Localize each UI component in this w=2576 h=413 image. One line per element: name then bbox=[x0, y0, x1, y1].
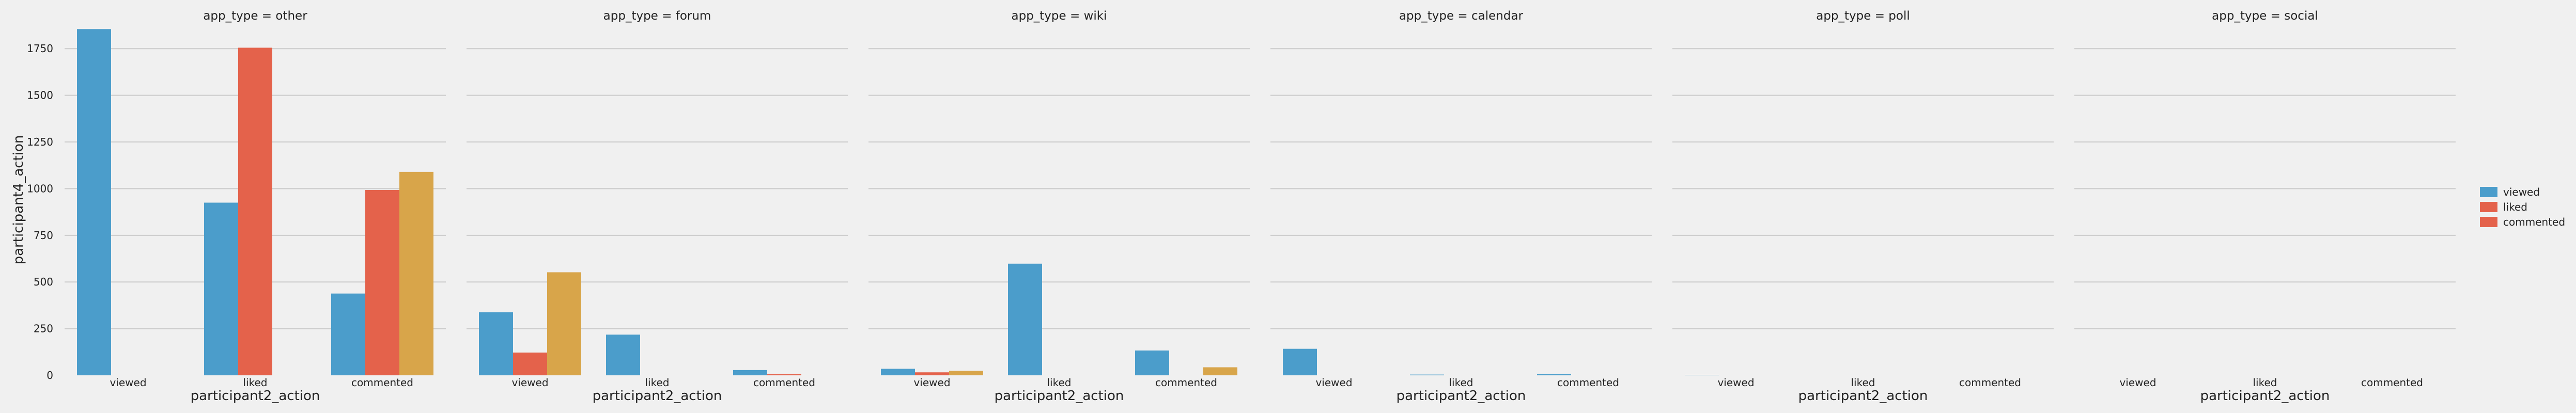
x-tick-label: liked bbox=[243, 376, 268, 389]
x-tick-label: commented bbox=[1959, 376, 2021, 389]
bar-commented-viewed bbox=[949, 371, 983, 375]
facet-panel: app_type = other viewed liked commented part… bbox=[27, 9, 446, 404]
bar-viewed-liked bbox=[1008, 263, 1042, 375]
y-tick-label: 500 bbox=[34, 276, 53, 288]
x-tick-label: viewed bbox=[1315, 376, 1352, 389]
x-tick-label: liked bbox=[2253, 376, 2277, 389]
bar-liked-viewed bbox=[915, 372, 949, 375]
legend-label: viewed bbox=[2503, 186, 2540, 198]
bar-viewed-viewed bbox=[881, 369, 915, 375]
bar-viewed-viewed bbox=[1283, 348, 1317, 375]
bar-viewed-commented bbox=[1135, 350, 1169, 375]
legend-swatch bbox=[2480, 187, 2497, 197]
facet-panel: app_type = social viewed liked commented par… bbox=[2074, 9, 2456, 404]
x-tick-label: commented bbox=[753, 376, 815, 389]
legend-swatch bbox=[2480, 202, 2497, 212]
facet-title: app_type = social bbox=[2212, 9, 2318, 23]
x-tick-label: viewed bbox=[913, 376, 950, 389]
x-axis-label: participant2_action bbox=[1798, 388, 1928, 404]
y-tick-label: 750 bbox=[34, 229, 53, 242]
facet-panel: app_type = calendar viewed liked commented p… bbox=[1270, 9, 1652, 404]
x-tick-label: viewed bbox=[110, 376, 146, 389]
x-tick-label: commented bbox=[1557, 376, 1619, 389]
x-tick-label: commented bbox=[2361, 376, 2423, 389]
bar-commented-commented bbox=[399, 171, 433, 375]
bar-viewed-commented bbox=[331, 293, 365, 375]
bar-liked-commented bbox=[365, 189, 399, 375]
x-tick-label: liked bbox=[645, 376, 670, 389]
x-axis-label: participant2_action bbox=[995, 388, 1124, 404]
x-tick-label: viewed bbox=[1717, 376, 1754, 389]
x-axis-label: participant2_action bbox=[1396, 388, 1526, 404]
bar-viewed-commented bbox=[733, 370, 767, 375]
facet-panel: app_type = wiki viewed liked commented parti… bbox=[868, 9, 1250, 404]
bar-viewed-viewed bbox=[479, 312, 513, 375]
x-tick-label: liked bbox=[1449, 376, 1473, 389]
x-tick-label: liked bbox=[1047, 376, 1072, 389]
facet-title: app_type = other bbox=[203, 9, 307, 23]
y-tick-label: 1500 bbox=[27, 89, 53, 102]
bar-viewed-commented bbox=[1537, 374, 1571, 375]
bar-commented-commented bbox=[1203, 367, 1237, 375]
x-axis-label: participant2_action bbox=[2200, 388, 2330, 404]
bar-liked-liked bbox=[238, 47, 272, 375]
x-tick-label: commented bbox=[351, 376, 413, 389]
x-tick-label: viewed bbox=[2119, 376, 2156, 389]
legend-label: commented bbox=[2503, 216, 2565, 228]
y-tick-label: 1250 bbox=[27, 136, 53, 148]
facet-title: app_type = forum bbox=[603, 9, 711, 23]
bar-liked-commented bbox=[767, 374, 801, 375]
facet-title: app_type = poll bbox=[1816, 9, 1910, 23]
x-tick-label: commented bbox=[1155, 376, 1217, 389]
facet-panel: app_type = poll viewed liked commented parti… bbox=[1672, 9, 2054, 404]
facet-title: app_type = calendar bbox=[1399, 9, 1524, 23]
bar-viewed-liked bbox=[204, 202, 238, 375]
legend-label: liked bbox=[2503, 201, 2527, 213]
legend: viewed liked commented bbox=[2480, 186, 2565, 228]
x-tick-label: liked bbox=[1851, 376, 1875, 389]
x-tick-label: viewed bbox=[511, 376, 548, 389]
y-axis-label: participant4_action bbox=[11, 135, 26, 265]
facet-title: app_type = wiki bbox=[1012, 9, 1107, 23]
bar-commented-viewed bbox=[547, 272, 581, 375]
facet-panel: app_type = forum viewed liked commented part… bbox=[467, 9, 848, 404]
x-axis-label: participant2_action bbox=[191, 388, 320, 404]
legend-swatch bbox=[2480, 217, 2497, 227]
bar-viewed-liked bbox=[606, 335, 640, 375]
y-tick-label: 0 bbox=[46, 369, 53, 382]
y-tick-label: 1750 bbox=[27, 42, 53, 55]
bar-liked-viewed bbox=[513, 352, 547, 375]
y-tick-label: 250 bbox=[34, 323, 53, 335]
y-tick-label: 1000 bbox=[27, 182, 53, 195]
bar-viewed-viewed bbox=[77, 29, 111, 375]
x-axis-label: participant2_action bbox=[593, 388, 722, 404]
